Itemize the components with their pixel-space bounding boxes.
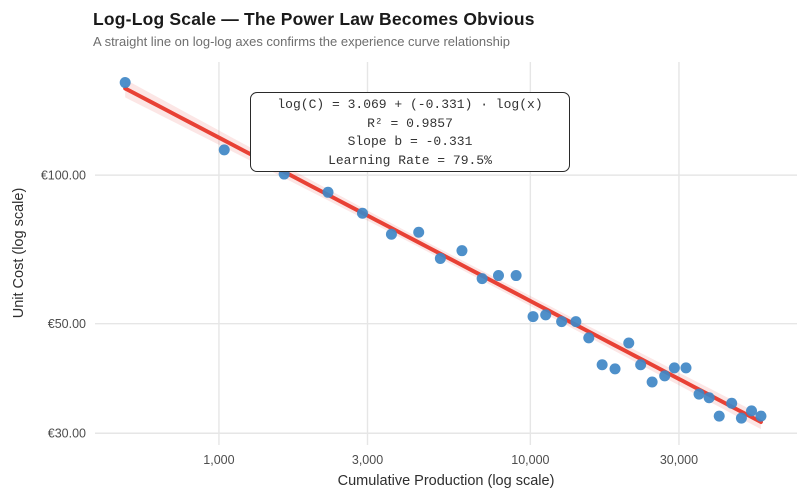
annotation-slope: Slope b = -0.331	[347, 134, 473, 149]
annotation-box: log(C) = 3.069 + (-0.331) · log(x) R² = …	[250, 92, 570, 172]
annotation-learning-rate: Learning Rate = 79.5%	[328, 152, 492, 168]
data-point	[726, 397, 738, 409]
y-tick-label: €50.00	[48, 317, 86, 331]
data-point	[218, 144, 230, 156]
chart-title: Log-Log Scale — The Power Law Becomes Ob…	[93, 9, 535, 29]
annotation-equation: log(C) = 3.069 + (-0.331) · log(x)	[277, 97, 543, 112]
x-tick-label: 10,000	[511, 453, 549, 467]
y-axis-title: Unit Cost (log scale)	[11, 187, 27, 319]
data-point	[609, 363, 621, 375]
data-point	[635, 359, 647, 371]
data-point	[755, 410, 767, 422]
data-point	[527, 311, 539, 323]
y-tick-label: €100.00	[41, 169, 86, 183]
data-point	[596, 359, 608, 371]
tick-labels: 1,000 3,000 10,000 30,000 €100.00 €50.00 €30.0…	[41, 169, 698, 467]
data-point	[476, 273, 488, 285]
data-point	[623, 337, 635, 349]
x-tick-label: 3,000	[352, 453, 383, 467]
data-point	[356, 207, 368, 219]
data-point	[413, 226, 425, 238]
data-point	[434, 252, 446, 264]
data-point	[570, 316, 582, 328]
data-point	[583, 332, 595, 344]
data-point	[492, 270, 504, 282]
data-point	[456, 245, 468, 257]
data-point	[556, 316, 568, 328]
data-point	[659, 370, 671, 382]
data-point	[540, 309, 552, 321]
y-tick-label: €30.00	[48, 427, 86, 441]
data-point	[703, 392, 715, 404]
data-point	[668, 362, 680, 374]
x-tick-label: 30,000	[660, 453, 698, 467]
chart-subtitle: A straight line on log-log axes confirms…	[93, 34, 510, 49]
data-point	[385, 228, 397, 240]
annotation-r-squared: R² = 0.9857	[367, 115, 453, 131]
x-axis-title: Cumulative Production (log scale)	[337, 473, 555, 489]
data-point	[646, 376, 658, 388]
data-point	[746, 405, 758, 417]
x-tick-label: 1,000	[203, 453, 234, 467]
data-point	[119, 77, 131, 89]
data-point	[322, 186, 334, 198]
data-point	[735, 412, 747, 424]
data-point	[693, 388, 705, 400]
data-point	[713, 410, 725, 422]
data-point	[510, 270, 522, 282]
data-point	[680, 362, 692, 374]
